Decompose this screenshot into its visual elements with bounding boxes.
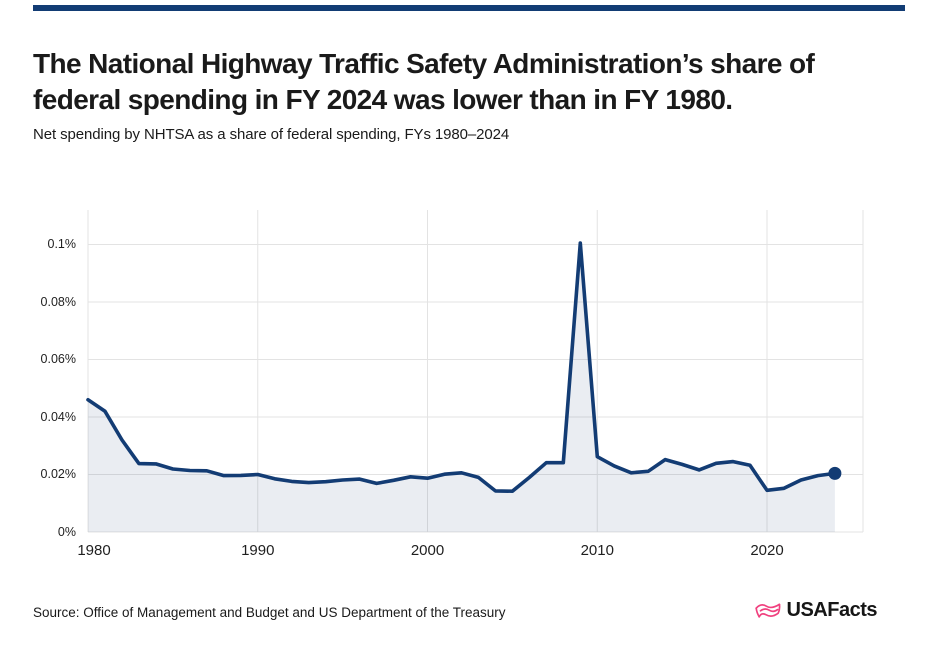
usafacts-logo: USAFacts (754, 599, 878, 622)
y-axis-tick-label: 0.06% (40, 352, 76, 366)
y-axis-tick-label: 0.08% (40, 294, 76, 309)
x-axis-tick-label: 2000 (410, 542, 445, 559)
latest-value-dot[interactable] (828, 466, 842, 480)
y-axis-tick-label: 0.04% (40, 409, 76, 424)
y-axis-tick-label: 0% (57, 524, 76, 539)
x-axis-tick-label: 2010 (580, 542, 614, 559)
page-title-line-1: The National Highway Traffic Safety Admi… (33, 48, 815, 79)
page-title-line-2: federal spending in FY 2024 was lower th… (33, 84, 733, 115)
x-axis-tick-label: 2020 (750, 542, 784, 559)
y-axis-tick-label: 0.02% (40, 467, 76, 481)
x-axis-tick-label: 1980 (77, 542, 111, 559)
page-title: The National Highway Traffic Safety Admi… (33, 46, 815, 118)
area-fill (88, 243, 835, 532)
accent-bar (33, 5, 905, 11)
trend-line (86, 241, 837, 493)
usafacts-flag-icon (754, 603, 780, 618)
y-axis-tick-label: 0.1% (47, 237, 77, 251)
chart-subtitle: Net spending by NHTSA as a share of fede… (33, 126, 510, 143)
source-note: Source: Office of Management and Budget … (33, 605, 506, 620)
usafacts-wordmark: USAFacts (786, 599, 878, 621)
x-axis-tick-label: 1990 (241, 542, 275, 559)
